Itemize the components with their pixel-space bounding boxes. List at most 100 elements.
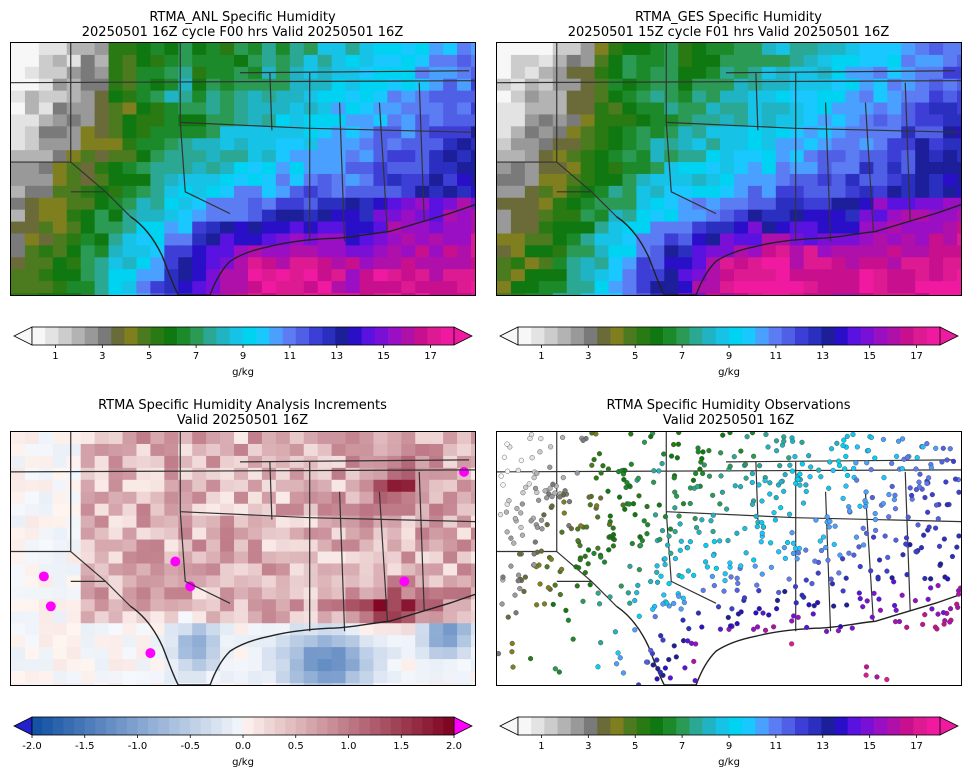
map-anl-field-cell: [178, 209, 193, 223]
map-obs-station-dot: [527, 435, 533, 442]
map-anl-field-cell: [471, 162, 475, 175]
map-anl-field-cell: [471, 173, 475, 187]
map-obs-station-dot: [749, 432, 756, 436]
map-ges-field-cell: [775, 114, 791, 127]
map-inc-field-cell: [234, 467, 249, 481]
map-ges-field-cell: [901, 281, 916, 294]
map-ges-field-cell: [775, 293, 791, 295]
map-ges-field-cell: [664, 245, 679, 258]
map-ges-field-cell: [580, 90, 596, 104]
map-inc-field-cell: [66, 491, 82, 505]
map-obs-station-dot: [759, 530, 765, 536]
map-ges-field-cell: [566, 138, 582, 151]
map-anl-field-cell: [80, 102, 96, 115]
map-ges-field-cell: [538, 257, 554, 270]
map-ges-field-cell: [594, 150, 610, 163]
map-inc-field-cell: [457, 455, 472, 469]
map-anl-field-cell: [150, 221, 165, 234]
map-obs-station-dot: [505, 614, 511, 620]
map-anl-field-cell: [359, 257, 374, 270]
map-inc-field-cell: [122, 551, 137, 564]
colorbar-obs-tick-label: 7: [679, 741, 685, 752]
map-ges-field-cell: [608, 90, 623, 104]
map-ges-field-cell: [817, 162, 833, 175]
map-anl-field-cell: [359, 90, 374, 104]
map-anl-field-cell: [359, 281, 374, 294]
map-obs-station-dot: [534, 602, 540, 608]
map-inc-field-cell: [234, 647, 249, 660]
map-ges-field-cell: [706, 185, 721, 199]
map-anl-field-cell: [303, 245, 319, 258]
map-inc-field-cell: [234, 539, 249, 553]
map-obs-station-dot: [509, 649, 515, 655]
map-inc-field-cell: [178, 455, 193, 469]
map-inc-field-cell: [24, 455, 40, 469]
map-anl-field-cell: [178, 173, 193, 187]
map-anl-field-cell: [387, 90, 402, 104]
map-anl-field-cell: [401, 269, 416, 282]
map-inc-field-cell: [387, 599, 402, 612]
map-anl-field-cell: [178, 54, 193, 68]
map-anl-field-cell: [275, 245, 291, 258]
map-ges-field-cell: [845, 245, 860, 258]
map-inc-field-cell: [11, 563, 26, 576]
map-inc-field-cell: [11, 575, 26, 588]
map-inc-field-cell: [359, 443, 374, 457]
map-ges-field-cell: [775, 221, 791, 234]
map-anl-field-cell: [331, 281, 347, 294]
map-obs-station-dot: [717, 501, 723, 507]
colorbar-ges-color-segment: [623, 327, 637, 345]
map-obs-station-dot: [644, 531, 650, 537]
map-obs-station-dot: [872, 516, 879, 523]
colorbar-inc-tick-label: 0.0: [235, 741, 251, 752]
map-anl-field-cell: [206, 185, 221, 199]
map-ges-field-cell: [845, 102, 860, 115]
map-obs-station-dot: [700, 587, 706, 593]
map-anl-field-cell: [471, 221, 475, 234]
map-anl-field-cell: [234, 173, 249, 187]
map-obs-station-dot: [632, 627, 638, 633]
map-anl-field-cell: [24, 185, 40, 199]
map-ges-field-cell: [957, 54, 961, 68]
map-ges-field-cell: [650, 185, 665, 199]
map-obs-station-dot: [941, 536, 947, 542]
map-ges-field-cell: [761, 185, 777, 199]
map-obs-station-dot: [868, 434, 874, 441]
map-inc-field-cell: [317, 683, 333, 685]
map-ges-field-cell: [915, 221, 930, 234]
map-ges-field-cell: [664, 209, 679, 223]
map-anl-field-cell: [247, 185, 263, 199]
map-obs-station-dot: [846, 550, 852, 556]
map-inc-field-cell: [443, 647, 458, 660]
map-ges-field-cell: [608, 162, 623, 175]
map-inc-field-cell: [11, 671, 26, 684]
map-inc-field-cell: [247, 671, 263, 684]
map-inc-field-cell: [94, 647, 110, 660]
map-anl-field-cell: [164, 138, 179, 151]
map-ges-field-cell: [608, 78, 623, 92]
map-obs-station-dot: [636, 567, 642, 573]
map-ges-field-cell: [622, 257, 637, 270]
map-inc-field-cell: [122, 443, 137, 457]
map-inc-field-cell: [359, 659, 374, 672]
map-ges-field-cell: [915, 293, 930, 295]
map-anl-field-cell: [52, 162, 68, 175]
map-obs-station-dot: [917, 471, 923, 477]
map-inc-field-cell: [52, 491, 68, 505]
map-anl-field-cell: [11, 257, 26, 270]
colorbar-inc-color-segment: [179, 717, 191, 735]
map-anl-field-cell: [275, 78, 291, 92]
map-anl-field-cell: [178, 150, 193, 163]
map-anl-field-cell: [80, 257, 96, 270]
map-anl-field-cell: [457, 257, 472, 270]
map-anl-field-cell: [94, 162, 110, 175]
map-inc-field-cell: [234, 587, 249, 600]
map-obs-station-dot: [675, 441, 682, 447]
map-ges-field-cell: [887, 185, 902, 199]
map-anl-field-cell: [345, 245, 360, 258]
colorbar-obs-tick-label: 3: [585, 741, 591, 752]
map-obs-station-dot: [628, 432, 634, 437]
map-ges-field-cell: [775, 66, 791, 80]
map-anl-field-cell: [471, 233, 475, 246]
map-anl-field-cell: [108, 281, 124, 294]
